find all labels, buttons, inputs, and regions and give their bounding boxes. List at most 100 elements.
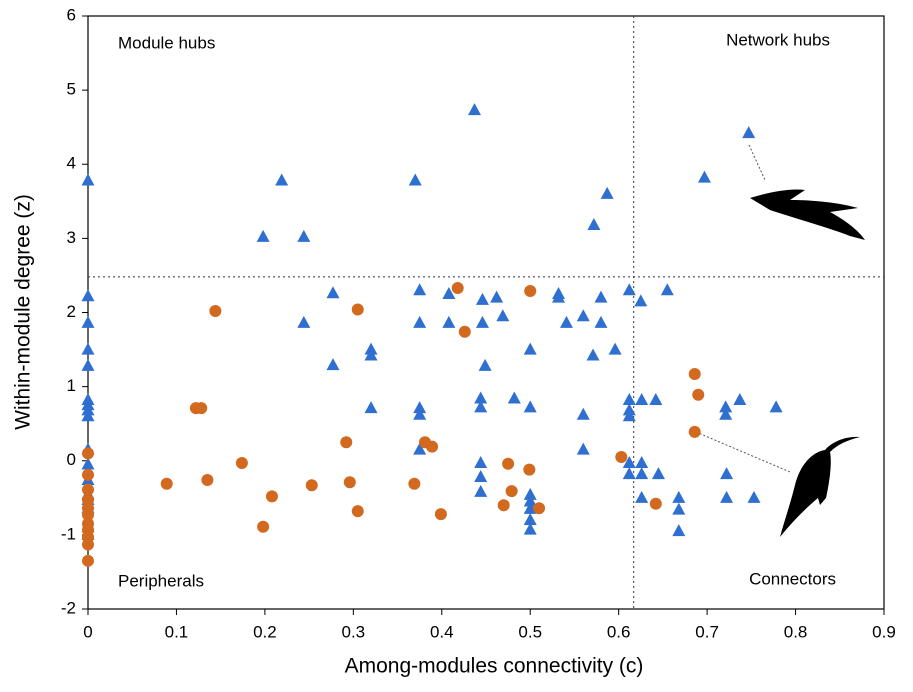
x-tick-label: 0.9	[872, 622, 896, 641]
triangle-point	[672, 502, 686, 515]
x-tick-label: 0.1	[165, 622, 189, 641]
triangle-point	[413, 407, 427, 420]
triangle-point	[81, 342, 95, 355]
triangle-point	[769, 400, 783, 413]
circle-point	[305, 479, 318, 492]
y-axis-label: Within-module degree (z)	[12, 194, 35, 430]
triangle-point	[478, 358, 492, 371]
circle-point	[688, 425, 701, 438]
triangle-point	[672, 524, 686, 537]
triangle-point	[747, 490, 761, 503]
triangle-point	[523, 513, 537, 526]
triangle-point	[297, 315, 311, 328]
circle-point	[524, 285, 537, 298]
triangle-point	[622, 467, 636, 480]
quadrant-label: Connectors	[749, 569, 836, 588]
x-tick-label: 0.6	[607, 622, 631, 641]
triangle-point	[622, 455, 636, 468]
y-tick-label: 4	[67, 154, 76, 173]
circle-point	[458, 325, 471, 338]
y-tick-label: 3	[67, 228, 76, 247]
circle-point	[82, 508, 94, 521]
triangle-point	[576, 407, 590, 420]
triangle-point	[413, 283, 427, 296]
triangle-point	[587, 218, 601, 231]
triangle-point	[523, 487, 537, 500]
triangle-point	[622, 392, 636, 405]
triangle-point	[496, 309, 510, 322]
triangle-point	[474, 400, 488, 413]
triangle-point	[608, 342, 622, 355]
triangle-point	[275, 173, 289, 186]
circle-point	[505, 485, 518, 498]
x-tick-label: 0.2	[253, 622, 277, 641]
triangle-point	[660, 283, 674, 296]
triangle-point	[719, 400, 733, 413]
triangle-point	[490, 290, 504, 303]
y-tick-label: 5	[67, 80, 76, 99]
circle-point	[351, 303, 364, 316]
triangle-point	[719, 407, 733, 420]
circle-point	[533, 502, 546, 515]
triangle-point	[474, 391, 488, 404]
triangle-point	[552, 290, 566, 303]
circle-point	[688, 368, 701, 381]
triangle-point	[720, 490, 734, 503]
circle-point	[502, 457, 515, 470]
triangle-point	[576, 309, 590, 322]
circle-point	[82, 538, 94, 551]
circle-point	[82, 447, 94, 460]
circle-point	[408, 477, 421, 490]
triangle-point	[81, 315, 95, 328]
plot-frame	[87, 15, 885, 610]
triangle-point	[364, 348, 378, 361]
circle-point	[351, 505, 364, 518]
triangle-point	[442, 315, 456, 328]
x-tick-label: 0.5	[518, 622, 542, 641]
triangle-point	[326, 286, 340, 299]
triangle-point	[507, 391, 521, 404]
triangle-point	[600, 186, 614, 199]
y-tick-label: -1	[61, 524, 76, 543]
triangle-point	[81, 289, 95, 302]
x-tick-label: 0.8	[784, 622, 808, 641]
y-tick-label: -2	[61, 598, 76, 617]
circle-point	[343, 476, 356, 489]
triangle-point	[364, 401, 378, 414]
triangle-point	[81, 358, 95, 371]
circle-point	[82, 468, 94, 481]
triangle-point	[523, 522, 537, 535]
x-tick-label: 0.7	[695, 622, 719, 641]
triangle-point	[408, 173, 422, 186]
triangle-point	[635, 467, 649, 480]
quadrant-label: Module hubs	[118, 33, 215, 52]
triangle-point	[523, 501, 537, 514]
y-tick-label: 1	[67, 376, 76, 395]
triangle-point	[559, 315, 573, 328]
triangle-point	[635, 490, 649, 503]
triangle-point	[413, 315, 427, 328]
triangle-point	[576, 442, 590, 455]
circle-point	[257, 520, 270, 533]
triangle-point	[523, 494, 537, 507]
y-tick-label: 0	[67, 450, 76, 469]
quadrant-label: Peripherals	[118, 571, 204, 590]
leader-line	[748, 144, 766, 181]
circle-point	[265, 490, 278, 503]
circle-point	[649, 497, 662, 510]
triangle-point	[622, 409, 636, 422]
triangle-point	[634, 294, 648, 307]
circle-point	[160, 477, 173, 490]
circle-point	[451, 282, 464, 295]
triangle-point	[474, 484, 488, 497]
triangle-point	[635, 455, 649, 468]
triangle-point	[474, 455, 488, 468]
triangle-point	[594, 290, 608, 303]
y-tick-label: 2	[67, 302, 76, 321]
triangle-point	[474, 470, 488, 483]
circle-point	[209, 305, 222, 318]
circle-point	[82, 554, 94, 567]
triangle-point	[672, 490, 686, 503]
leader-line	[695, 431, 791, 473]
